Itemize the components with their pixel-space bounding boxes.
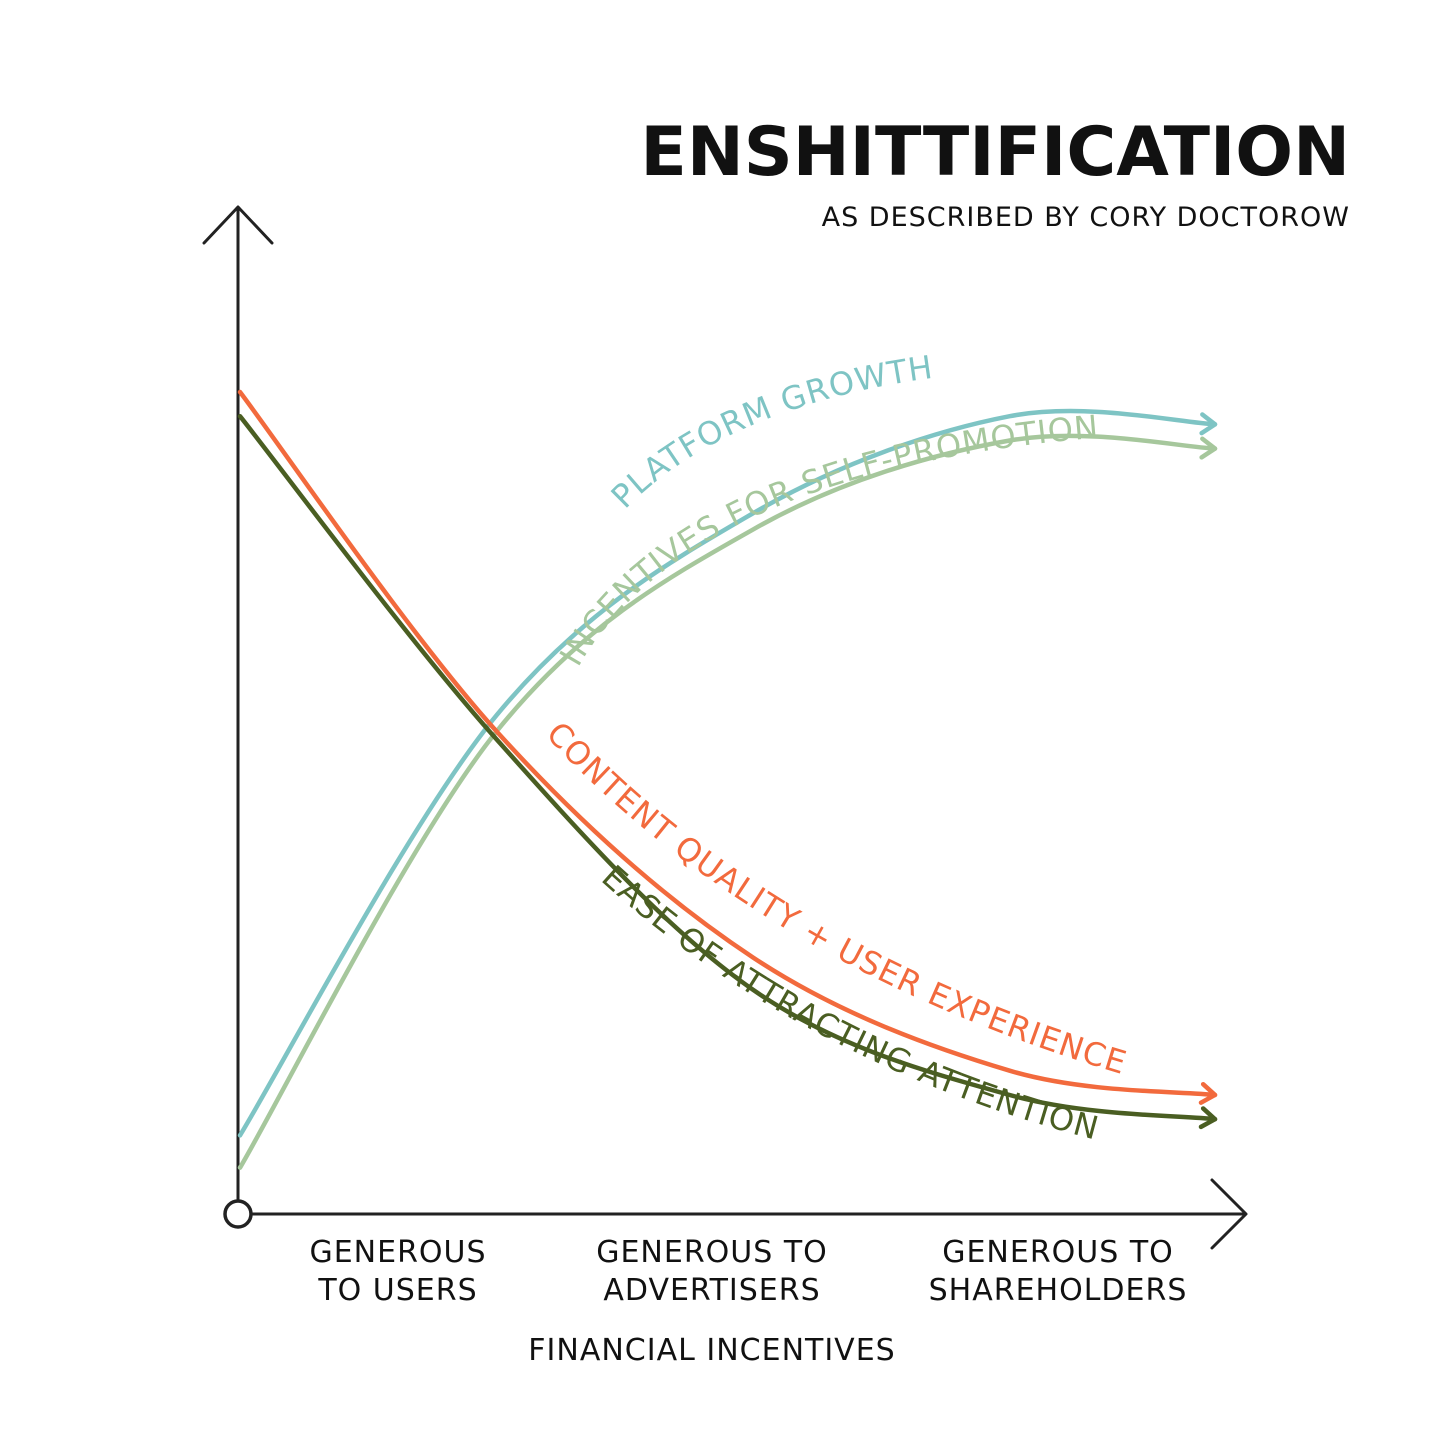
series-line-platform-growth-arrowhead bbox=[1199, 412, 1218, 436]
series-line-content-quality bbox=[237, 389, 1218, 1098]
y-axis-arrowhead bbox=[202, 205, 274, 245]
chart-subtitle: AS DESCRIBED BY CORY DOCTOROW bbox=[822, 202, 1350, 233]
series-label-ease-of-attracting-attention: EASE OF ATTRACTING ATTENTION bbox=[595, 858, 1104, 1148]
x-tick-label: GENEROUS bbox=[309, 1235, 486, 1270]
series-line-content-quality-arrowhead bbox=[1198, 1081, 1218, 1105]
origin-marker bbox=[223, 1199, 253, 1229]
series-line-self-promotion bbox=[237, 433, 1218, 1170]
x-tick-label: GENEROUS TO bbox=[942, 1235, 1174, 1270]
series-line-ease-of-attracting-attention-arrowhead bbox=[1198, 1106, 1218, 1130]
chart-title: ENSHITTIFICATION bbox=[640, 113, 1350, 192]
x-axis-label: FINANCIAL INCENTIVES bbox=[528, 1333, 895, 1368]
x-tick-label: TO USERS bbox=[317, 1273, 477, 1308]
x-tick-label: GENEROUS TO bbox=[596, 1235, 828, 1270]
series-line-ease-of-attracting-attention bbox=[237, 413, 1218, 1122]
x-tick-label: SHAREHOLDERS bbox=[929, 1273, 1188, 1308]
series-line-self-promotion-arrowhead bbox=[1199, 436, 1218, 460]
series-label-self-promotion: INCENTIVES FOR SELF-PROMOTION bbox=[552, 408, 1100, 672]
series-line-platform-growth bbox=[237, 408, 1218, 1138]
x-axis-arrowhead bbox=[1210, 1178, 1248, 1250]
x-tick-label: ADVERTISERS bbox=[603, 1273, 820, 1308]
